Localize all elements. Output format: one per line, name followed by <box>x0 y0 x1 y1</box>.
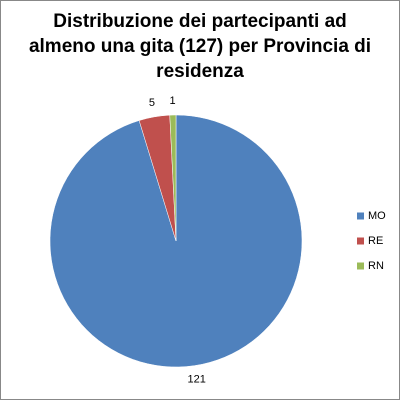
legend-swatch <box>357 212 364 220</box>
legend-label: RN <box>368 260 384 272</box>
legend-label: MO <box>368 210 386 222</box>
legend-label: RE <box>368 235 383 247</box>
data-label: 1 <box>169 95 175 107</box>
chart-title: Distribuzione dei partecipanti ad almeno… <box>28 11 372 82</box>
data-label: 5 <box>149 97 155 109</box>
data-label: 121 <box>188 373 206 385</box>
pie-slice <box>169 114 177 242</box>
legend-swatch <box>357 262 364 270</box>
legend-swatch <box>357 237 364 245</box>
